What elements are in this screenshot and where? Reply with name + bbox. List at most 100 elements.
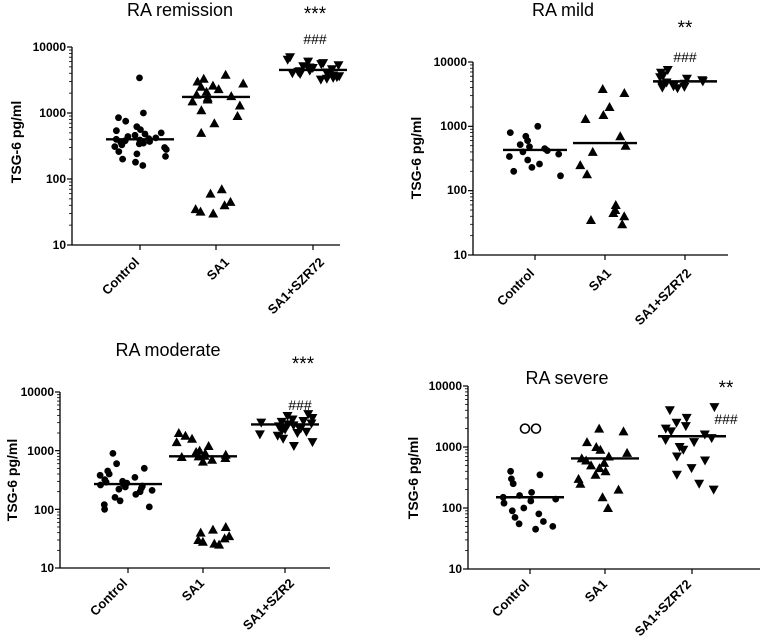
- data-point: [207, 80, 218, 90]
- data-point: [145, 503, 153, 511]
- data-point: [226, 91, 237, 101]
- data-point: [214, 539, 225, 549]
- data-point: [196, 105, 207, 115]
- panel-ra-mild: RA mild ** ### TSG-6 pg/ml 10000 1000 10…: [408, 0, 728, 328]
- data-point: [666, 427, 677, 437]
- data-point: [121, 483, 129, 491]
- y-axis-label: TSG-6 pg/ml: [405, 437, 421, 519]
- data-point: [180, 430, 191, 440]
- data-point: [162, 153, 169, 160]
- data-point: [506, 153, 513, 160]
- panel-title: RA severe: [525, 368, 608, 388]
- data-point: [288, 442, 299, 452]
- data-point: [96, 471, 104, 479]
- data-point: [187, 96, 198, 106]
- data-point: [694, 479, 705, 489]
- data-point: [557, 172, 564, 180]
- data-point: [708, 485, 719, 495]
- data-point: [216, 184, 227, 194]
- data-point: [595, 444, 606, 454]
- data-point: [528, 164, 536, 171]
- data-point: [307, 414, 318, 424]
- y-tick-label: 10000: [429, 379, 463, 393]
- data-point: [526, 143, 533, 151]
- data-point: [207, 524, 218, 534]
- data-point: [101, 505, 108, 513]
- y-axis-label: TSG-6 pg/ml: [4, 439, 20, 521]
- data-point: [272, 431, 283, 441]
- data-point: [587, 146, 598, 156]
- data-point: [307, 438, 318, 448]
- data-point: [662, 66, 673, 76]
- data-point: [709, 403, 720, 413]
- data-point: [604, 101, 615, 111]
- significance-marker: ***: [304, 4, 327, 25]
- data-point: [540, 518, 547, 525]
- data-point: [510, 167, 518, 175]
- data-point: [131, 474, 139, 481]
- y-tick-label: 1000: [435, 440, 462, 454]
- data-point: [205, 188, 216, 198]
- data-point: [608, 207, 619, 217]
- data-point: [111, 143, 119, 151]
- y-axis-label: TSG-6 pg/ml: [408, 117, 424, 199]
- data-point: [507, 467, 514, 475]
- data-point: [700, 456, 711, 466]
- data-point: [599, 457, 610, 467]
- significance-marker: **: [719, 378, 734, 399]
- data-point: [524, 137, 531, 145]
- data-point: [190, 204, 201, 214]
- data-point: [292, 429, 303, 439]
- data-point: [132, 491, 140, 498]
- x-category-label: SA1+SZR72: [265, 255, 327, 317]
- data-point: [119, 155, 126, 163]
- data-point: [585, 214, 596, 224]
- data-point: [109, 450, 117, 457]
- significance-marker: ***: [292, 354, 315, 375]
- data-point: [295, 69, 306, 79]
- data-point: [657, 83, 668, 93]
- data-point: [618, 426, 629, 436]
- x-category-label: SA1+SZR72: [632, 266, 694, 328]
- outlier-point: [530, 423, 542, 434]
- x-category-label: SA1+SZR72: [632, 577, 694, 637]
- data-point: [573, 473, 584, 483]
- data-point: [162, 146, 170, 153]
- data-point: [118, 141, 126, 149]
- data-point: [575, 478, 586, 488]
- y-tick-label: 10000: [21, 385, 55, 399]
- data-point: [681, 74, 692, 84]
- data-point: [197, 456, 208, 466]
- data-point: [555, 150, 563, 158]
- data-point: [298, 417, 309, 427]
- data-point: [116, 497, 124, 505]
- data-point: [219, 200, 230, 210]
- data-point: [681, 413, 692, 423]
- data-point: [135, 140, 143, 148]
- y-tick-label: 10: [449, 562, 463, 576]
- panel-ra-remission: RA remission *** ### TSG-6 pg/ml 10000 1…: [8, 0, 347, 317]
- data-point: [238, 78, 249, 88]
- data-point: [333, 61, 344, 71]
- data-point: [536, 160, 543, 168]
- data-point: [549, 523, 557, 530]
- data-point: [660, 424, 671, 434]
- y-tick-label: 10: [454, 248, 468, 262]
- data-point: [113, 460, 120, 468]
- data-point: [197, 536, 208, 546]
- y-tick-label: 10: [53, 238, 67, 252]
- data-point: [171, 437, 182, 447]
- y-axis-label: TSG-6 pg/ml: [8, 101, 24, 183]
- data-point: [316, 60, 327, 70]
- data-point: [195, 206, 206, 216]
- x-category-label: Control: [489, 577, 532, 620]
- data-point: [689, 438, 700, 448]
- data-point: [132, 158, 139, 166]
- data-point: [141, 130, 149, 138]
- data-point: [278, 434, 289, 444]
- data-point: [597, 492, 608, 502]
- data-point: [671, 418, 682, 428]
- data-point: [137, 126, 144, 133]
- data-point: [534, 122, 542, 130]
